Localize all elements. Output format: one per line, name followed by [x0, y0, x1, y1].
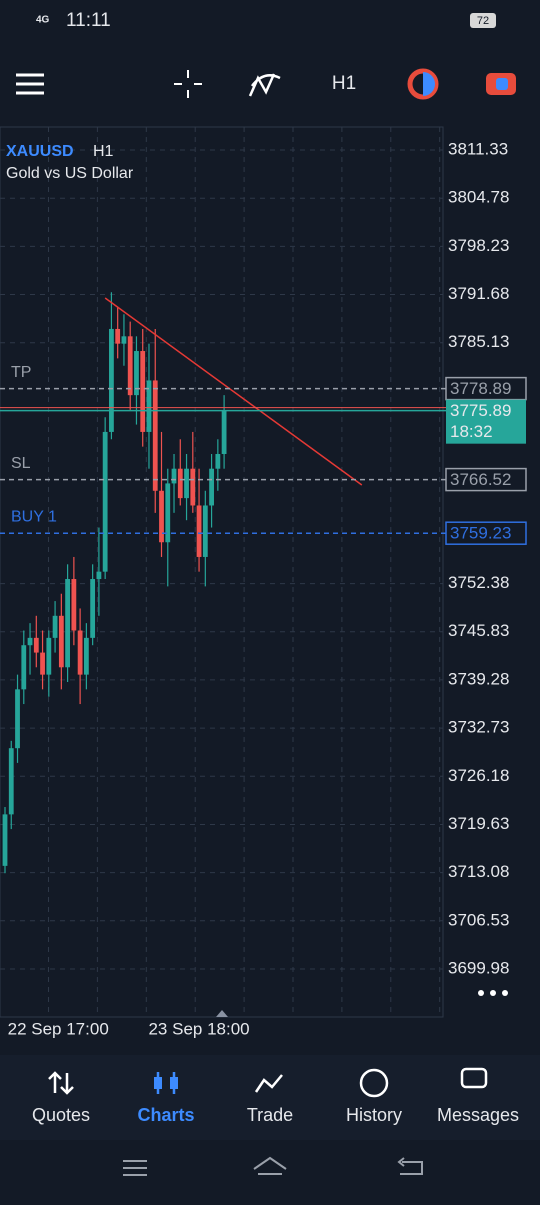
chart-timeframe: H1 — [93, 143, 114, 160]
y-tick-label: 3699.98 — [448, 958, 509, 977]
candle-body — [184, 468, 189, 499]
scroll-marker — [216, 1010, 228, 1017]
candle-body — [8, 748, 14, 815]
charts-icon-body — [170, 1077, 178, 1089]
y-tick-label: 3726.18 — [448, 766, 509, 785]
candle-body — [159, 490, 164, 543]
candle-body — [77, 630, 83, 675]
y-tick-label: 3791.68 — [448, 284, 509, 303]
level-price: 3766.52 — [450, 470, 511, 489]
timeframe-button[interactable]: H1 — [332, 73, 356, 94]
network: 4G — [36, 15, 50, 26]
candle-body — [177, 468, 183, 499]
candle-body — [202, 505, 208, 557]
price-box — [446, 399, 526, 444]
y-tick-label: 3752.38 — [448, 573, 509, 592]
y-tick-label: 3732.73 — [448, 718, 509, 737]
menu-button[interactable] — [16, 73, 44, 95]
messages-icon — [460, 1067, 488, 1089]
candle-body — [2, 814, 8, 866]
nav-label[interactable]: Messages — [437, 1105, 519, 1125]
candle-body — [115, 328, 121, 344]
candle-body — [140, 351, 146, 432]
x-tick-label: 23 Sep 18:00 — [148, 1019, 249, 1038]
current-price: 3775.89 — [450, 401, 511, 420]
candle-body — [33, 637, 39, 653]
y-tick-label: 3804.78 — [448, 188, 509, 207]
candle-body — [58, 615, 64, 668]
candle-body — [21, 645, 27, 690]
candle-body — [46, 637, 52, 675]
crosshair-button[interactable] — [174, 70, 202, 98]
candle-body — [52, 615, 58, 638]
y-tick-label: 3785.13 — [448, 332, 509, 351]
system-nav — [123, 1156, 423, 1176]
level-name: TP — [11, 364, 31, 381]
level-box — [445, 376, 527, 401]
candle-body — [121, 336, 127, 344]
battery-level: 72 — [477, 15, 489, 27]
y-tick-label: 3706.53 — [448, 910, 509, 929]
y-tick-label: 3713.08 — [448, 862, 509, 881]
level-name: BUY 1 — [11, 508, 57, 525]
nav-label[interactable]: History — [346, 1105, 402, 1125]
level-box — [445, 467, 527, 492]
level-price: 3778.89 — [450, 379, 511, 398]
candle-body — [221, 410, 227, 454]
level-box — [445, 521, 527, 545]
y-tick-label: 3719.63 — [448, 814, 509, 833]
candle-body — [196, 505, 202, 557]
trade-icon — [254, 1074, 283, 1093]
candle-body — [165, 483, 171, 543]
candle-body — [96, 571, 102, 580]
history-icon — [359, 1068, 389, 1098]
candle-body — [71, 579, 77, 631]
candle-body — [83, 637, 89, 675]
symbol[interactable]: XAUUSD — [6, 143, 74, 160]
candle-body — [134, 351, 139, 396]
candle-body — [27, 637, 33, 646]
trade-button-half — [423, 72, 435, 96]
indicators-button[interactable] — [248, 73, 281, 97]
trade-button[interactable] — [407, 68, 439, 100]
x-tick-label: 22 Sep 17:00 — [8, 1019, 109, 1038]
candle-body — [190, 468, 196, 506]
nav-label[interactable]: Charts — [137, 1105, 194, 1125]
symbol-description: Gold vs US Dollar — [6, 165, 134, 182]
candle-body — [209, 468, 214, 506]
candle-body — [152, 380, 158, 491]
candle-body — [127, 336, 133, 396]
charts-icon-body — [154, 1077, 162, 1089]
nav-items: Quotes Charts Trade History Messages — [32, 1105, 519, 1125]
depth-button-inner — [496, 78, 508, 90]
candle-body — [215, 453, 221, 469]
chart: 3811.33 3804.78 3798.23 3791.68 3785.13 3752.… — [0, 126, 527, 1038]
candle-body — [102, 431, 108, 572]
candle-body — [65, 579, 70, 668]
trendline — [104, 297, 363, 486]
candle-body — [15, 689, 20, 749]
y-tick-label: 3798.23 — [448, 236, 509, 255]
candle-body — [171, 468, 177, 484]
battery — [470, 13, 496, 28]
level-price: 3759.23 — [450, 524, 511, 543]
y-tick-label: 3811.33 — [448, 140, 508, 159]
candle-body — [146, 380, 152, 432]
nav-label[interactable]: Trade — [247, 1105, 293, 1125]
candle-body — [40, 652, 45, 675]
level-name: SL — [11, 455, 31, 472]
more-button[interactable] — [478, 990, 508, 996]
bar-timer: 18:32 — [450, 422, 493, 441]
clock: 11:11 — [66, 10, 111, 31]
nav-label[interactable]: Quotes — [32, 1105, 90, 1125]
bottom-nav — [0, 1055, 540, 1140]
y-tick-label: 3745.83 — [448, 621, 509, 640]
candle-body — [109, 328, 114, 432]
candle-body — [90, 579, 96, 638]
y-tick-label: 3739.28 — [448, 669, 509, 688]
quotes-icon — [48, 1071, 74, 1095]
